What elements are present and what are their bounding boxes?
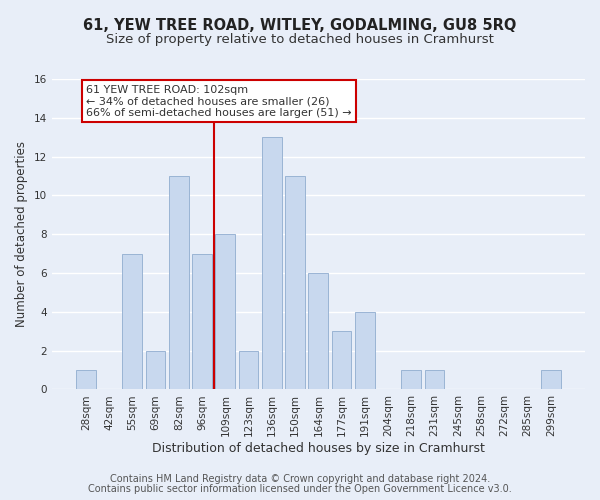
Text: 61, YEW TREE ROAD, WITLEY, GODALMING, GU8 5RQ: 61, YEW TREE ROAD, WITLEY, GODALMING, GU… [83,18,517,32]
Bar [308,273,328,390]
Bar [401,370,421,390]
Y-axis label: Number of detached properties: Number of detached properties [15,141,28,327]
Text: Size of property relative to detached houses in Cramhurst: Size of property relative to detached ho… [106,32,494,46]
Bar [76,370,95,390]
Bar [285,176,305,390]
Bar [215,234,235,390]
Bar [332,331,352,390]
Bar [146,350,166,390]
Bar [355,312,375,390]
Bar [122,254,142,390]
X-axis label: Distribution of detached houses by size in Cramhurst: Distribution of detached houses by size … [152,442,485,455]
Bar [169,176,188,390]
Text: 61 YEW TREE ROAD: 102sqm
← 34% of detached houses are smaller (26)
66% of semi-d: 61 YEW TREE ROAD: 102sqm ← 34% of detach… [86,85,352,118]
Bar [541,370,561,390]
Bar [192,254,212,390]
Text: Contains HM Land Registry data © Crown copyright and database right 2024.: Contains HM Land Registry data © Crown c… [110,474,490,484]
Text: Contains public sector information licensed under the Open Government Licence v3: Contains public sector information licen… [88,484,512,494]
Bar [262,137,282,390]
Bar [425,370,445,390]
Bar [239,350,259,390]
